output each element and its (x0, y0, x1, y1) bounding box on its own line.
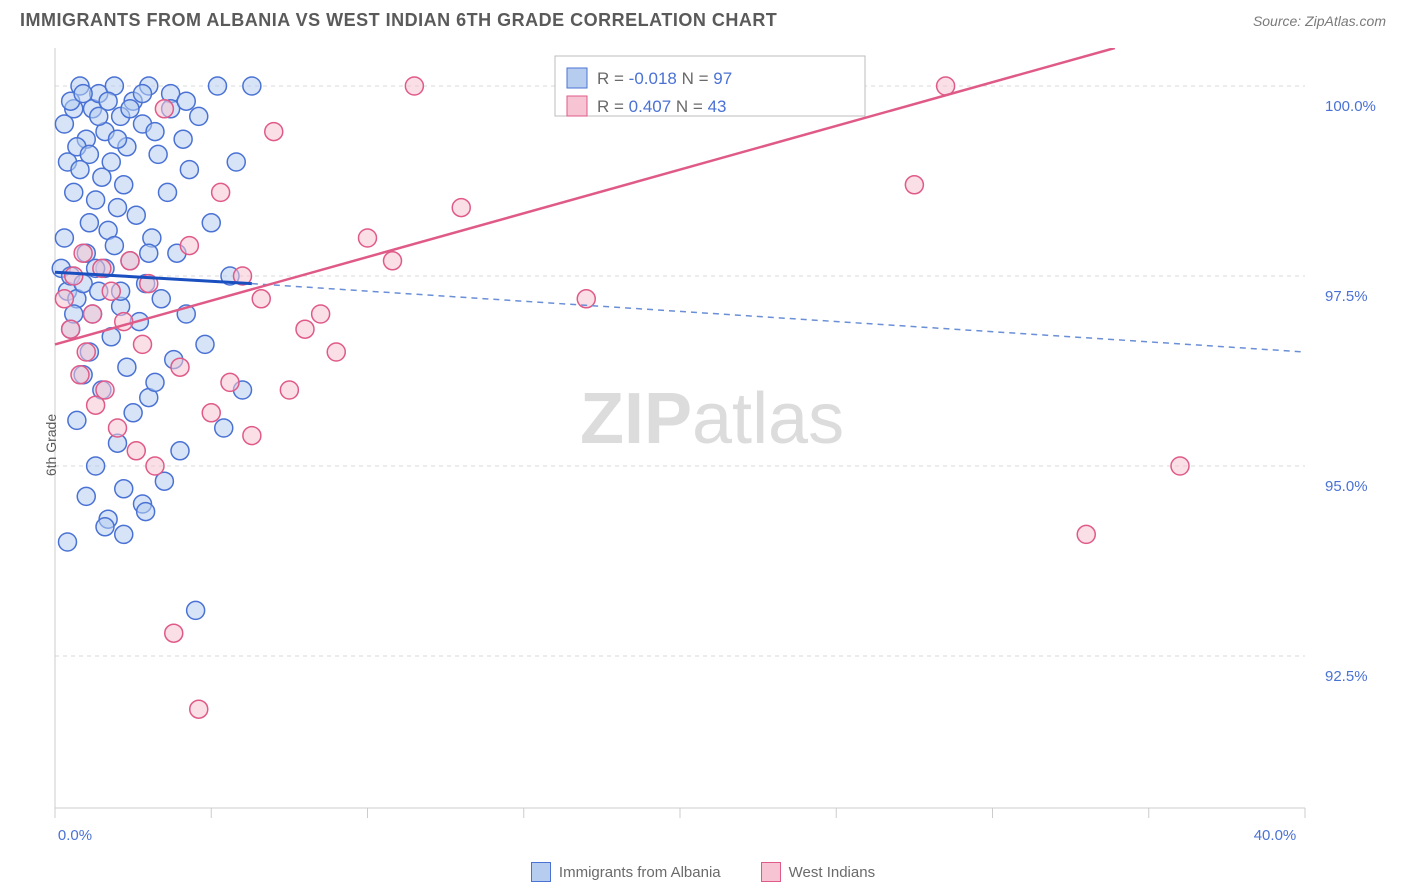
svg-text:R = 0.407 N = 43: R = 0.407 N = 43 (597, 97, 727, 116)
chart-title: IMMIGRANTS FROM ALBANIA VS WEST INDIAN 6… (20, 10, 777, 31)
source-attribution: Source: ZipAtlas.com (1253, 13, 1386, 29)
legend-swatch (531, 862, 551, 882)
svg-text:0.0%: 0.0% (58, 827, 92, 843)
legend-label: West Indians (789, 864, 875, 881)
correlation-scatter-chart: 92.5% 95.0% 97.5% 100.0% ZIPatlas 0.0% 40.0% R … (40, 48, 1390, 843)
svg-text:100.0%: 100.0% (1325, 98, 1376, 115)
svg-text:40.0%: 40.0% (1254, 827, 1297, 843)
svg-text:R = -0.018 N = 97: R = -0.018 N = 97 (597, 69, 732, 88)
svg-text:92.5%: 92.5% (1325, 668, 1368, 685)
svg-text:ZIPatlas: ZIPatlas (580, 379, 844, 459)
legend-swatch (761, 862, 781, 882)
legend-item: West Indians (761, 862, 875, 882)
legend-bottom: Immigrants from Albania West Indians (0, 862, 1406, 882)
y-axis-label: 6th Grade (43, 414, 59, 476)
legend-label: Immigrants from Albania (559, 864, 721, 881)
svg-text:97.5%: 97.5% (1325, 288, 1368, 305)
legend-item: Immigrants from Albania (531, 862, 721, 882)
svg-text:95.0%: 95.0% (1325, 478, 1368, 495)
